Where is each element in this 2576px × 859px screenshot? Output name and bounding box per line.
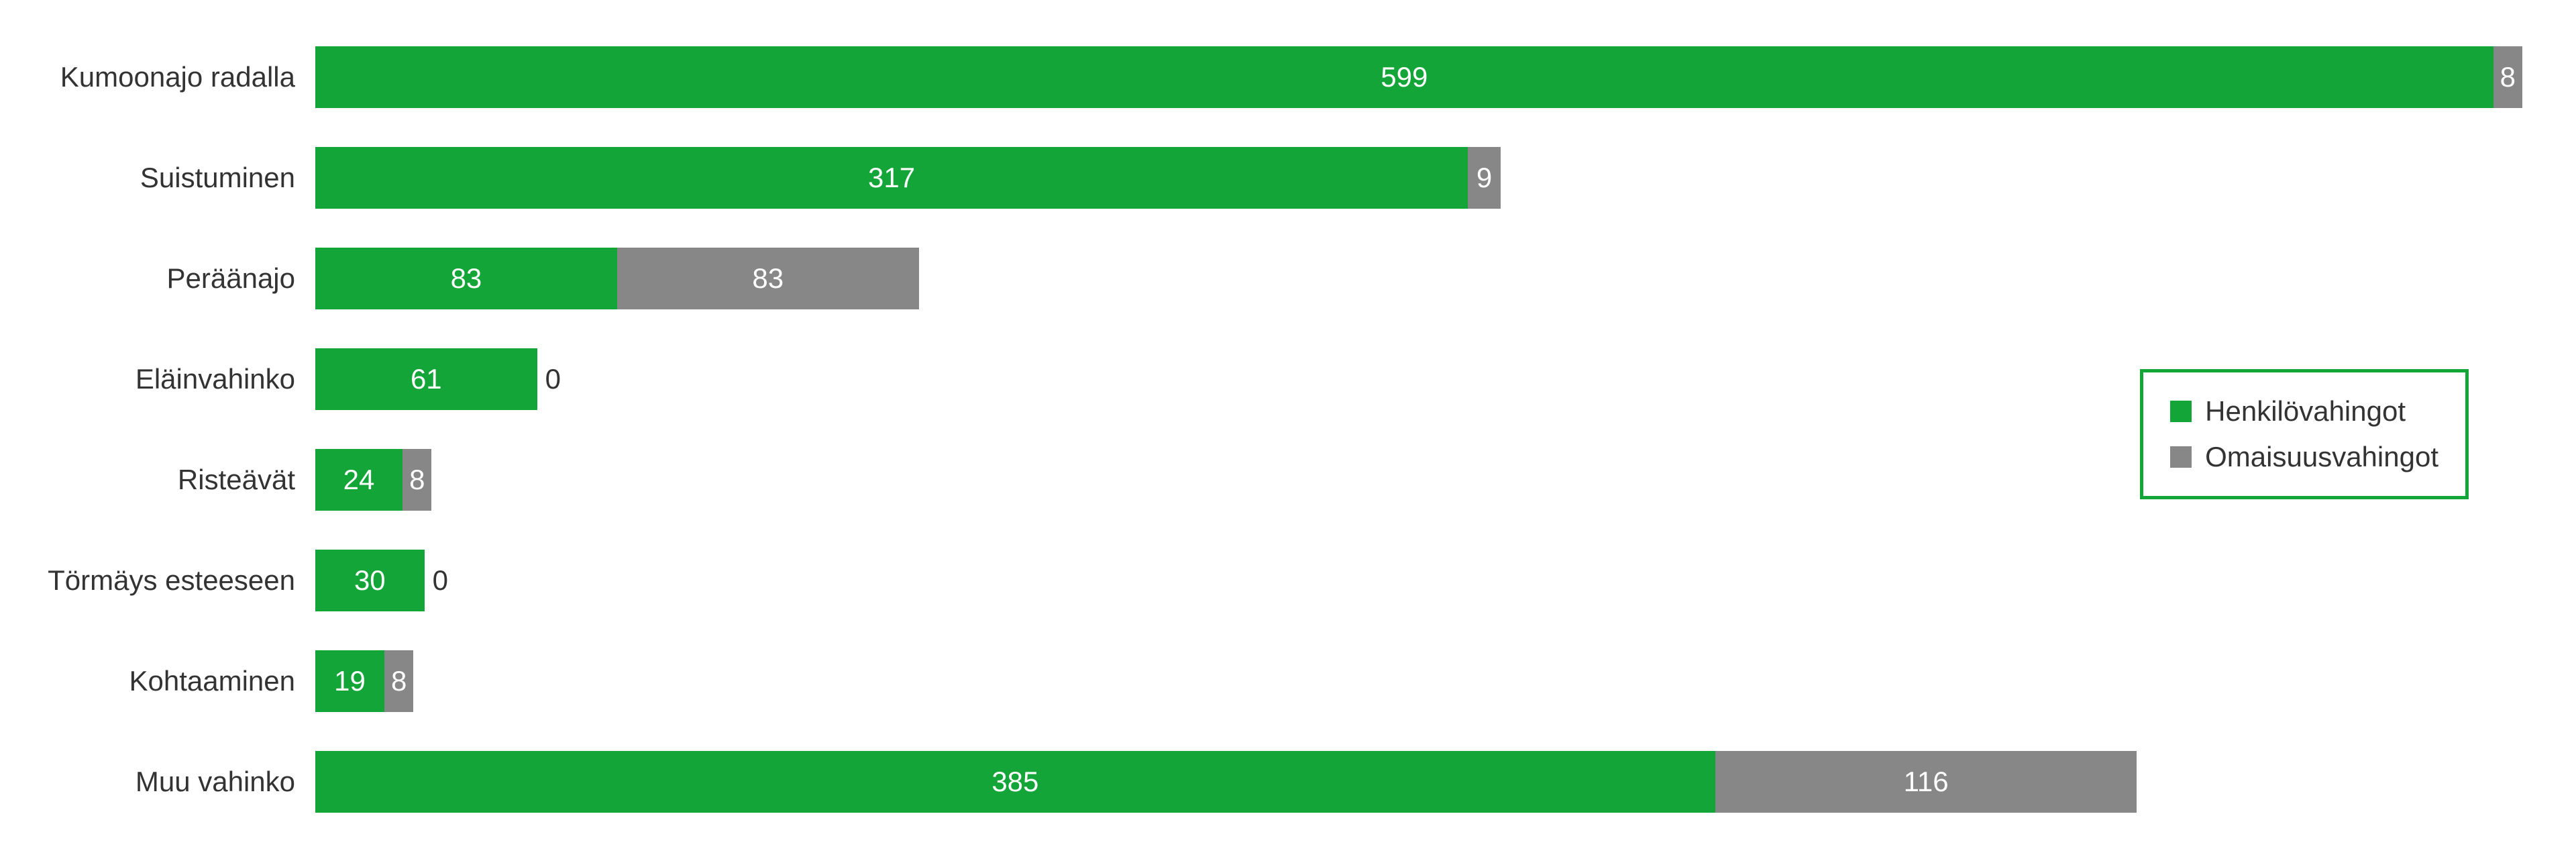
category-label: Muu vahinko: [27, 766, 315, 798]
legend: Henkilövahingot Omaisuusvahingot: [2140, 369, 2469, 499]
bar-segment-henkilo: 30: [315, 550, 425, 611]
legend-swatch-omaisuus: [2170, 446, 2192, 468]
bar-group: 30 0: [315, 550, 2522, 611]
category-label: Eläinvahinko: [27, 363, 315, 395]
stacked-bar-chart: Kumoonajo radalla 599 8 Suistuminen 317 9 Perä…: [27, 27, 2522, 832]
category-label: Peräänajo: [27, 262, 315, 295]
category-label: Kumoonajo radalla: [27, 61, 315, 93]
legend-label: Omaisuusvahingot: [2205, 441, 2438, 473]
legend-item-henkilo: Henkilövahingot: [2170, 389, 2438, 434]
chart-row: Suistuminen 317 9: [27, 128, 2522, 228]
bar-group: 19 8: [315, 650, 2522, 712]
bar-value: 9: [1477, 162, 1492, 194]
bar-segment-henkilo: 19: [315, 650, 384, 712]
bar-segment-henkilo: 83: [315, 248, 617, 309]
chart-row: Kumoonajo radalla 599 8: [27, 27, 2522, 128]
bar-value: 24: [343, 464, 375, 496]
legend-item-omaisuus: Omaisuusvahingot: [2170, 434, 2438, 480]
bar-group: 83 83: [315, 248, 2522, 309]
bar-segment-omaisuus: 116: [1715, 751, 2137, 813]
bar-value: 19: [334, 665, 366, 697]
bar-segment-henkilo: 599: [315, 46, 2493, 108]
bar-value: 83: [451, 262, 482, 295]
bar-segment-henkilo: 24: [315, 449, 402, 511]
bar-value: 61: [411, 363, 442, 395]
bar-segment-omaisuus: 8: [402, 449, 431, 511]
bar-segment-omaisuus: 8: [384, 650, 413, 712]
bar-segment-henkilo: 61: [315, 348, 537, 410]
category-label: Kohtaaminen: [27, 665, 315, 697]
bar-value: 8: [409, 464, 425, 496]
category-label: Törmäys esteeseen: [27, 564, 315, 597]
chart-row: Kohtaaminen 19 8: [27, 631, 2522, 731]
bar-value: 116: [1904, 766, 1949, 798]
chart-row: Muu vahinko 385 116: [27, 731, 2522, 832]
chart-row: Törmäys esteeseen 30 0: [27, 530, 2522, 631]
bar-value: 599: [1381, 61, 1428, 93]
category-label: Risteävät: [27, 464, 315, 496]
chart-row: Peräänajo 83 83: [27, 228, 2522, 329]
legend-swatch-henkilo: [2170, 401, 2192, 422]
bar-value: 385: [991, 766, 1038, 798]
bar-group: 385 116: [315, 751, 2522, 813]
bar-value: 8: [391, 665, 407, 697]
bar-value: 317: [868, 162, 915, 194]
legend-label: Henkilövahingot: [2205, 395, 2406, 427]
bar-value: 83: [752, 262, 784, 295]
bar-segment-omaisuus: 8: [2493, 46, 2522, 108]
bar-segment-omaisuus: 9: [1468, 147, 1501, 209]
bar-value: 0: [433, 564, 448, 597]
bar-group: 599 8: [315, 46, 2522, 108]
bar-segment-omaisuus: 83: [617, 248, 919, 309]
bar-value: 8: [2500, 61, 2516, 93]
bar-segment-henkilo: 385: [315, 751, 1715, 813]
bar-value: 0: [545, 363, 561, 395]
bar-segment-henkilo: 317: [315, 147, 1468, 209]
category-label: Suistuminen: [27, 162, 315, 194]
bar-value: 30: [354, 564, 386, 597]
bar-group: 317 9: [315, 147, 2522, 209]
